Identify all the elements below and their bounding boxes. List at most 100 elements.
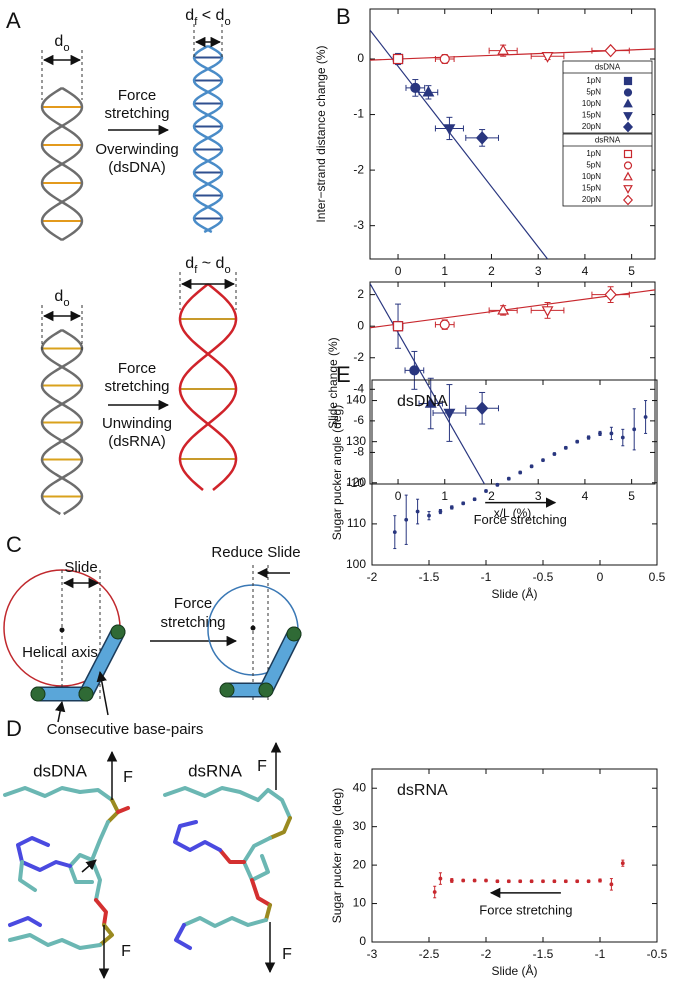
x-tick-label: -2 [367,570,378,584]
panel-letter: D [6,716,22,741]
point [604,43,617,58]
y-tick-label: -10 [347,476,365,490]
y-tick-label: 0 [359,934,366,948]
legend-box [562,133,653,207]
point [472,878,477,883]
point [563,445,568,450]
point [495,482,500,487]
legend-label: 10pN [582,172,601,181]
molecule-label: dsDNA [33,761,88,780]
y-axis-label: Inter−strand distance change (%) [314,45,328,222]
point [552,452,557,456]
label-part: f [194,264,198,276]
x-tick-label: -0.5 [647,947,668,961]
label-part: d [54,288,63,305]
point [438,876,443,881]
point [484,489,488,493]
x-tick-label: 5 [628,264,635,278]
legend-header: dsRNA [595,136,621,145]
x-axis-label: Slide (Å) [491,963,537,978]
dimension-label: do [54,288,69,309]
label-part: d [54,33,63,50]
point [392,530,397,535]
legend-label: 15pN [582,184,601,193]
label-part: < d [197,7,224,24]
point [424,396,437,408]
force-label: F [123,769,133,786]
point [586,879,591,884]
y-tick-label: -2 [353,162,364,176]
molecule-label: dsRNA [188,761,243,780]
y-axis-label: Sugar pucker angle (deg) [330,405,344,540]
legend-label: 15pN [582,111,601,120]
legend-marker [622,121,634,133]
annotation: Force stretching [474,512,567,527]
y-axis-label: Slide change (%) [326,337,340,428]
point [518,879,523,884]
series-label: dsRNA [397,782,448,799]
legend-marker [623,98,633,108]
point [529,879,534,884]
y-tick-label: 2 [357,287,364,301]
point [529,464,534,469]
point [432,890,437,894]
force-label: F [121,943,131,960]
process-label: stretching [160,614,225,631]
process-label: stretching [104,378,169,395]
legend-marker [623,149,633,159]
x-tick-label: 4 [582,489,589,503]
panel-letter: E [336,362,351,387]
point [449,878,454,883]
reduce-slide-label: Reduce Slide [211,544,300,561]
series-label: dsDNA [397,393,448,410]
point [410,82,421,93]
x-tick-label: -1 [595,947,606,961]
label-part: d [185,7,194,24]
label-part: o [224,264,230,276]
y-tick-label: 0 [357,318,364,332]
x-tick-label: -2 [481,947,492,961]
x-tick-label: 3 [535,264,542,278]
y-tick-label: 140 [346,393,366,407]
point [461,501,466,506]
base-pair [260,628,300,696]
y-tick-label: -8 [353,445,364,459]
point [552,879,557,884]
label-part: f [194,16,198,28]
legend-label: 1pN [586,76,601,85]
slide-label: Slide [64,559,97,576]
helix-strand [40,328,84,516]
result-label: Overwinding [95,141,178,158]
point [586,435,591,440]
point [598,431,602,436]
helix-strand [178,283,238,491]
point [609,882,614,887]
arrow [54,700,66,723]
backbone-atom [286,626,302,642]
x-tick-label: 0 [597,570,604,584]
legend-marker [623,185,633,194]
plot-frame [371,768,658,943]
process-label: stretching [104,105,169,122]
point [541,306,554,318]
point [404,517,409,522]
point [427,513,431,518]
backbone-atom [78,686,94,702]
point [497,303,510,315]
legend-marker [623,88,633,97]
result-label: (dsRNA) [108,433,166,450]
x-axis-label: x/L (%) [494,506,532,520]
y-tick-label: -4 [353,381,364,395]
x-tick-label: 0 [395,264,402,278]
legend-label: 20pN [582,122,601,131]
helical-axis-dot [59,627,65,633]
force-label: F [257,758,267,775]
y-tick-label: -6 [353,413,364,427]
point [392,321,404,332]
x-tick-label: 2 [488,489,495,503]
helical-axis-dot [250,625,256,631]
point [620,435,625,440]
legend-marker [623,76,633,86]
legend-marker [623,171,633,181]
